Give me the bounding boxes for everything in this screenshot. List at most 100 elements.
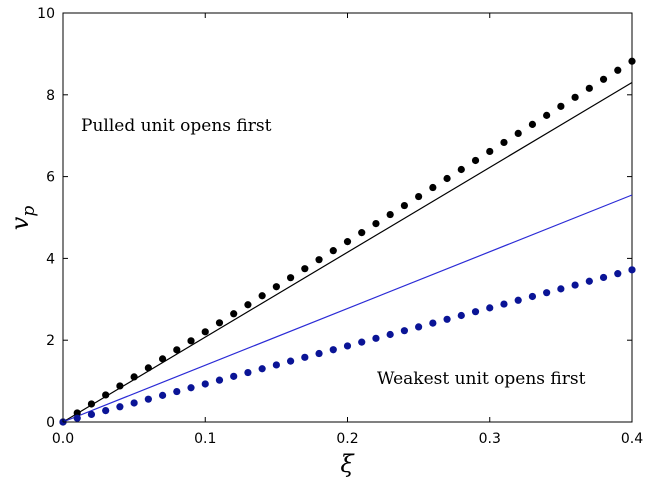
series-3-point [415, 323, 423, 331]
series-0-point [187, 337, 195, 345]
series-3-point [400, 327, 408, 335]
x-tick-label: 0.0 [52, 431, 74, 447]
series-3-point [187, 384, 195, 392]
y-tick-label: 10 [37, 6, 55, 22]
series-3-point [628, 266, 636, 274]
series-3-point [599, 273, 608, 282]
series-0-point [386, 210, 394, 219]
series-0-point [486, 147, 494, 156]
series-3-point [73, 414, 81, 422]
y-axis-title: vp [6, 206, 39, 231]
series-0-point [500, 138, 508, 147]
series-3-point [585, 277, 593, 285]
series-3-point [230, 372, 238, 380]
series-0-point [87, 400, 96, 408]
series-3-point [358, 338, 366, 346]
series-0-point [230, 310, 238, 318]
series-3-point [457, 311, 465, 320]
series-0-point [201, 328, 209, 336]
y-axis-title-main: v [6, 216, 34, 230]
series-0-point [457, 165, 465, 174]
series-3-point [543, 289, 551, 297]
series-3-point [287, 357, 295, 365]
series-3-point [486, 304, 494, 312]
y-tick-label: 4 [46, 251, 55, 267]
series-0-point [258, 292, 266, 300]
series-3-point [144, 395, 152, 403]
series-3-point [514, 296, 522, 304]
plot-frame [62, 12, 633, 423]
points-layer [59, 57, 636, 426]
series-3-point [158, 391, 167, 399]
y-tick-label: 0 [46, 415, 55, 431]
series-3-point [343, 342, 352, 350]
tick-labels-layer: 0.0 0.1 0.2 0.3 0.4 0 2 4 6 8 10 [37, 6, 643, 447]
series-3-point [471, 308, 480, 316]
series-3-point [130, 399, 138, 407]
series-3-point [329, 346, 337, 354]
lines-layer [62, 82, 633, 423]
series-0-point [173, 346, 181, 354]
series-0-point [557, 102, 565, 110]
series-0-point [628, 57, 636, 65]
y-axis-title-group: vp [6, 206, 39, 231]
x-axis-title: ξ [340, 450, 355, 478]
series-0-point [343, 238, 352, 246]
series-0-point [272, 283, 280, 291]
series-3-point [272, 361, 280, 369]
series-3-point [215, 376, 224, 384]
series-3-point [571, 281, 579, 289]
series-0-point [130, 373, 138, 381]
series-3-point [173, 387, 181, 396]
series-0-point [585, 84, 593, 92]
x-tick-label: 0.3 [479, 431, 501, 447]
series-3-point [102, 406, 110, 415]
series-0-point [158, 355, 167, 363]
series-3-point [201, 380, 209, 388]
annotation-pulled: Pulled unit opens first [81, 116, 272, 136]
series-0-point [102, 391, 110, 399]
series-3-point [500, 300, 508, 308]
y-tick-label: 6 [46, 170, 55, 186]
series-3-point [372, 334, 380, 342]
series-3-point [301, 353, 309, 361]
series-3-point [244, 368, 252, 377]
x-tick-label: 0.2 [336, 431, 358, 447]
series-0-point [358, 229, 366, 237]
series-0-point [372, 219, 380, 228]
series-0-point [144, 364, 152, 372]
series-0-point [614, 66, 622, 74]
series-0-point [429, 183, 437, 192]
series-3-point [315, 349, 323, 358]
x-tick-label: 0.4 [621, 431, 643, 447]
series-0-point [244, 301, 252, 309]
series-0-point [329, 247, 337, 255]
series-0-point [571, 93, 579, 101]
series-0-point [287, 274, 295, 282]
series-3-point [614, 270, 622, 278]
series-3-point [87, 410, 96, 418]
series-1-line [62, 82, 633, 423]
series-0-point [301, 265, 309, 273]
y-tick-label: 2 [46, 333, 55, 349]
series-0-point [443, 174, 451, 183]
series-0-point [400, 201, 408, 210]
series-0-point [599, 75, 608, 83]
y-axis-title-subscript: p [19, 206, 39, 217]
series-0-point [514, 129, 522, 138]
series-0-point [528, 120, 537, 128]
x-tick-label: 0.1 [194, 431, 216, 447]
y-tick-label: 8 [46, 88, 55, 104]
series-0-point [73, 409, 81, 417]
series-3-point [116, 403, 124, 411]
series-3-point [386, 330, 394, 339]
series-0-point [415, 192, 423, 201]
annotation-weakest: Weakest unit opens first [377, 369, 586, 389]
series-0-point [471, 156, 480, 165]
series-0-point [215, 319, 224, 327]
series-3-point [528, 292, 537, 301]
series-3-point [557, 285, 565, 293]
series-0-point [116, 382, 124, 390]
series-2-line [62, 194, 633, 423]
